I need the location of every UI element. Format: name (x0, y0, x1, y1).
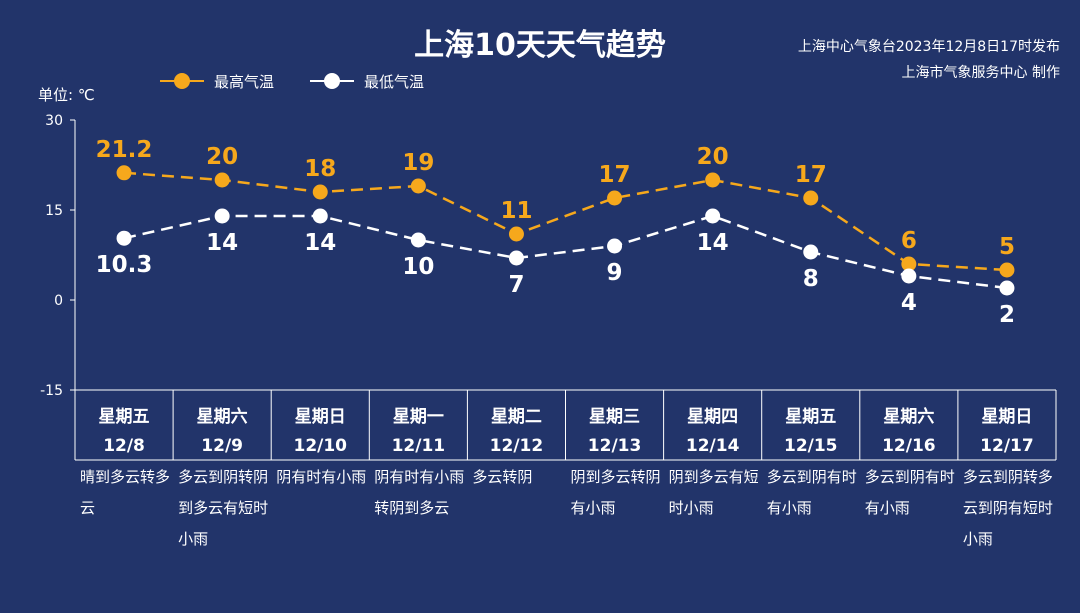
data-point-low (705, 208, 721, 224)
weather-description: 晴到多云转多云 (80, 468, 171, 517)
data-point-high (705, 172, 721, 188)
series-line-high (123, 171, 1008, 272)
data-label-high: 18 (304, 156, 336, 182)
legend-label-low: 最低气温 (364, 73, 425, 91)
weather-description: 多云到阴有时有小雨 (864, 468, 955, 517)
y-tick-label: 15 (45, 203, 63, 219)
category-weekday-label: 星期日 (981, 407, 1032, 427)
data-point-high (901, 256, 917, 272)
category-weekday-label: 星期二 (491, 407, 542, 427)
y-tick-label: 0 (54, 293, 63, 309)
data-point-low (508, 250, 524, 266)
category-weekday-label: 星期一 (393, 407, 444, 427)
data-label-low: 14 (206, 230, 238, 256)
weather-description: 阴有时有小雨 (276, 468, 367, 486)
weather-description: 阴到多云转阴有小雨 (570, 468, 661, 517)
weather-description: 多云到阴有时有小雨 (766, 468, 857, 517)
data-point-high (607, 190, 623, 206)
chart-title: 上海10天天气趋势 (414, 28, 666, 63)
data-label-high: 20 (206, 144, 238, 170)
data-label-high: 20 (697, 144, 729, 170)
y-axis-unit-label: 单位: ℃ (38, 86, 95, 104)
category-weekday-label: 星期六 (197, 406, 248, 427)
weather-description: 多云到阴转多云到阴有短时小雨 (962, 468, 1053, 548)
data-point-high (803, 190, 819, 206)
data-label-low: 8 (803, 266, 819, 292)
weather-description: 阴有时有小雨转阴到多云 (374, 468, 465, 517)
data-label-low: 7 (508, 272, 524, 298)
data-label-low: 2 (999, 302, 1015, 328)
data-point-low (312, 208, 328, 224)
data-point-low (410, 232, 426, 248)
data-point-high (508, 226, 524, 242)
source-line-issuer: 上海中心气象台2023年12月8日17时发布 (797, 39, 1060, 55)
category-weekday-label: 星期日 (295, 407, 346, 427)
weather-description: 多云到阴转阴到多云有短时小雨 (178, 468, 269, 548)
data-label-high: 5 (999, 234, 1015, 260)
source-line-maker: 上海市气象服务中心 制作 (901, 65, 1060, 81)
data-label-high: 19 (402, 150, 434, 176)
category-weekday-label: 星期六 (883, 406, 934, 427)
category-weekday-label: 星期三 (589, 407, 640, 427)
category-date-label: 12/8 (103, 436, 145, 456)
data-label-low: 10 (402, 254, 434, 280)
data-label-low: 14 (304, 230, 336, 256)
category-date-label: 12/15 (784, 436, 838, 456)
y-tick-label: 30 (45, 113, 63, 129)
source-info: 上海中心气象台2023年12月8日17时发布 上海市气象服务中心 制作 (798, 34, 1060, 86)
category-date-label: 12/17 (980, 436, 1034, 456)
data-point-low (607, 238, 623, 254)
data-point-low (999, 280, 1015, 296)
weather-description: 多云转阴 (472, 468, 533, 486)
data-label-low: 9 (607, 260, 623, 286)
data-label-low: 4 (901, 290, 917, 316)
data-label-low: 14 (697, 230, 729, 256)
data-point-high (116, 165, 132, 181)
category-date-label: 12/14 (686, 436, 740, 456)
legend-dot-low (324, 73, 340, 89)
data-point-high (214, 172, 230, 188)
data-label-high: 17 (795, 162, 827, 188)
category-weekday-label: 星期五 (99, 407, 150, 427)
y-tick-label: -15 (40, 383, 63, 399)
data-point-low (901, 268, 917, 284)
data-label-high: 17 (599, 162, 631, 188)
category-date-label: 12/10 (293, 436, 347, 456)
category-date-label: 12/12 (490, 436, 544, 456)
legend-label-high: 最高气温 (214, 73, 275, 91)
category-date-label: 12/13 (588, 436, 642, 456)
legend-dot-high (174, 73, 190, 89)
category-date-label: 12/11 (392, 436, 446, 456)
data-point-low (116, 230, 132, 246)
data-label-high: 11 (500, 198, 532, 224)
data-label-low: 10.3 (96, 252, 153, 278)
category-date-label: 12/16 (882, 436, 936, 456)
data-point-low (214, 208, 230, 224)
data-label-high: 6 (901, 228, 917, 254)
data-point-low (803, 244, 819, 260)
category-weekday-label: 星期五 (785, 407, 836, 427)
data-point-high (312, 184, 328, 200)
weather-description: 阴到多云有短时小雨 (668, 468, 759, 517)
data-point-high (410, 178, 426, 194)
data-point-high (999, 262, 1015, 278)
series-line-low (123, 214, 1008, 290)
category-date-label: 12/9 (201, 436, 243, 456)
data-label-high: 21.2 (96, 137, 153, 163)
category-weekday-label: 星期四 (687, 407, 738, 427)
